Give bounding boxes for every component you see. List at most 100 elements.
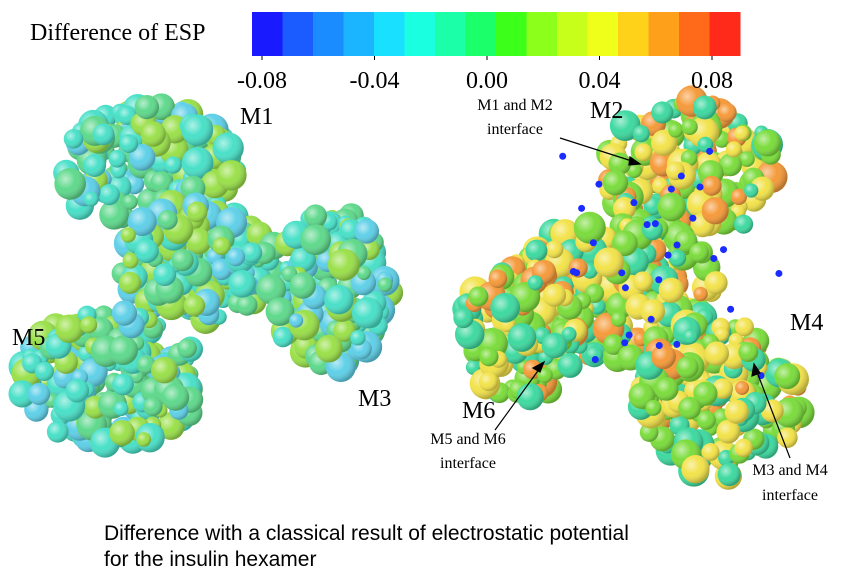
atom-shade — [122, 252, 139, 269]
annotation: M5 and M6 — [430, 431, 506, 448]
atom-spot — [655, 342, 663, 350]
atom-shade — [212, 236, 231, 256]
atom-shade — [186, 201, 208, 223]
atom-shade — [734, 438, 753, 458]
atom-spot — [775, 269, 783, 277]
atom-shade — [725, 141, 742, 158]
atom-shade — [324, 284, 354, 315]
annotation: interface — [440, 455, 496, 472]
atom-shade — [678, 396, 701, 420]
atom-shade — [573, 211, 606, 244]
atom-shade — [157, 209, 178, 230]
label: M3 — [358, 386, 391, 412]
colorbar-block — [313, 12, 344, 56]
atom-spot — [673, 241, 681, 249]
atom-shade — [714, 327, 729, 342]
label: M2 — [590, 98, 623, 124]
atom-shade — [27, 382, 51, 405]
atom-spot — [591, 356, 599, 364]
atom-shade — [256, 274, 287, 305]
label: M1 — [240, 104, 273, 130]
atom-shade — [151, 356, 178, 384]
atom-spot — [651, 220, 659, 228]
atom-shade — [134, 238, 159, 264]
atom-shade — [516, 383, 544, 411]
atom-spot — [655, 276, 663, 284]
atom-shade — [183, 294, 206, 317]
annotation: interface — [487, 121, 543, 138]
atom-shade — [351, 297, 384, 329]
atom-shade — [696, 410, 716, 430]
atom-spot — [569, 267, 577, 275]
atom-shade — [754, 129, 781, 157]
atom-spot — [664, 251, 672, 259]
atom-shade — [593, 247, 624, 278]
atom-shade — [153, 263, 177, 287]
atom-shade — [98, 183, 120, 206]
colorbar-title: Difference of ESP — [30, 20, 206, 46]
atom-spot — [667, 185, 675, 193]
colorbar-block — [343, 12, 375, 56]
atom-shade — [134, 94, 160, 120]
atom-shade — [716, 419, 741, 444]
atom-shade — [63, 129, 84, 149]
atom-shade — [608, 152, 631, 176]
atom-shade — [682, 328, 699, 344]
atom-shade — [113, 401, 129, 417]
molecule-surface — [8, 85, 815, 490]
colorbar-block — [465, 12, 497, 56]
atom-shade — [717, 462, 741, 487]
tick-label: -0.08 — [237, 68, 287, 94]
atom-shade — [669, 249, 687, 267]
atom-shade — [161, 383, 190, 411]
atom-shade — [640, 299, 665, 324]
atom-shade — [735, 380, 750, 395]
atom-shade — [651, 101, 674, 124]
atom-shade — [109, 420, 135, 446]
atom-shade — [300, 224, 331, 256]
atom-shade — [634, 143, 653, 162]
atom-shade — [136, 432, 152, 447]
atom-spot — [589, 239, 597, 247]
atom-spot — [630, 199, 638, 207]
atom-spot — [710, 255, 718, 263]
atom-shade — [226, 247, 246, 267]
atom-shade — [55, 314, 84, 343]
atom-shade — [177, 338, 197, 359]
atom-shade — [724, 399, 749, 424]
colorbar-block — [618, 12, 649, 56]
atom-shade — [108, 149, 127, 168]
atom-shade — [212, 132, 244, 164]
atom-shade — [216, 160, 247, 191]
atom-spot — [559, 152, 567, 160]
atom-shade — [693, 381, 718, 406]
colorbar-block — [282, 12, 314, 56]
atom-shade — [164, 156, 182, 174]
atom-shade — [350, 330, 366, 346]
atom-shade — [651, 344, 676, 370]
atom-shade — [236, 294, 258, 316]
atom-shade — [610, 311, 627, 327]
atom-shade — [735, 317, 754, 337]
atom-shade — [734, 125, 750, 141]
tick-label: 0.08 — [691, 68, 733, 94]
atom-spot — [643, 221, 651, 229]
atom-shade — [689, 242, 709, 263]
atom-shade — [136, 355, 156, 375]
atom-shade — [681, 454, 710, 484]
atom-shade — [488, 269, 508, 289]
atom-shade — [490, 292, 521, 323]
atom-shade — [112, 373, 134, 396]
atom-shade — [120, 227, 136, 243]
atom-spot — [578, 204, 586, 212]
atom-shade — [356, 266, 371, 281]
atom-shade — [701, 175, 722, 196]
atom-shade — [127, 207, 157, 236]
atom-shade — [658, 277, 685, 304]
atom-shade — [561, 326, 577, 342]
atom-shade — [333, 319, 356, 342]
atom-shade — [541, 332, 568, 359]
atom-shade — [453, 307, 474, 329]
atom-shade — [34, 361, 54, 381]
